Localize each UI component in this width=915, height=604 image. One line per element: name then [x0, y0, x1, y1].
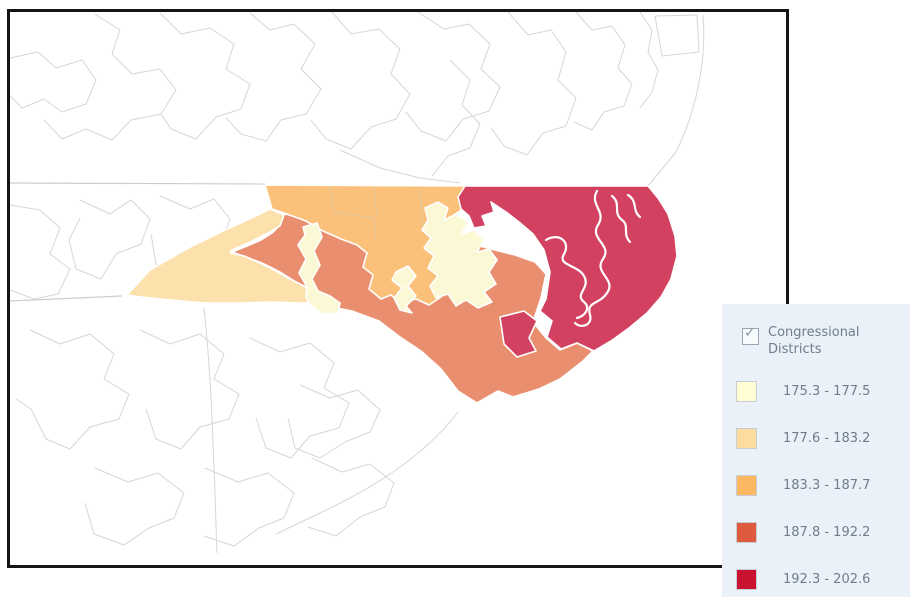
map-canvas[interactable] [10, 12, 786, 565]
legend-swatch-class4 [736, 521, 757, 543]
district-class5-crimson [457, 185, 678, 352]
legend-label-class5: 192.3 - 202.6 [783, 571, 871, 587]
legend-item: 183.3 - 187.7 [736, 474, 870, 496]
district-class1-cream-squiggle [391, 265, 417, 314]
legend-label-class1: 175.3 - 177.5 [783, 383, 871, 399]
map-frame [7, 9, 789, 568]
legend-item: 192.3 - 202.6 [736, 568, 870, 590]
legend-item: 175.3 - 177.5 [736, 380, 870, 402]
legend-item: 177.6 - 183.2 [736, 427, 870, 449]
legend-swatch-class3 [736, 474, 757, 496]
district-class1-cream-strip [297, 222, 341, 315]
district-class1-cream-cluster [421, 201, 498, 309]
legend-panel: ✓ Congressional Districts 175.3 - 177.5 … [722, 304, 910, 597]
checkmark-icon: ✓ [744, 325, 756, 341]
district-inner-boundaries [544, 189, 642, 327]
county-outlines [10, 12, 705, 554]
congressional-districts-checkbox[interactable]: ✓ [742, 325, 759, 345]
legend-label-class4: 187.8 - 192.2 [783, 524, 871, 540]
legend-swatch-class2 [736, 427, 757, 449]
legend-item: 187.8 - 192.2 [736, 521, 870, 543]
legend-label-class3: 183.3 - 187.7 [783, 477, 871, 493]
legend-swatch-class5 [736, 568, 757, 590]
layer-toggle-row: ✓ Congressional Districts [742, 324, 883, 358]
legend-label-class2: 177.6 - 183.2 [783, 430, 871, 446]
district-class5-crimson-wedge [499, 310, 538, 358]
layer-toggle-label: Congressional Districts [768, 325, 860, 357]
orange-band-county-lines [329, 186, 424, 241]
district-class2-peach [126, 208, 321, 304]
legend-swatch-class1 [736, 380, 757, 402]
district-regions[interactable] [126, 184, 678, 404]
